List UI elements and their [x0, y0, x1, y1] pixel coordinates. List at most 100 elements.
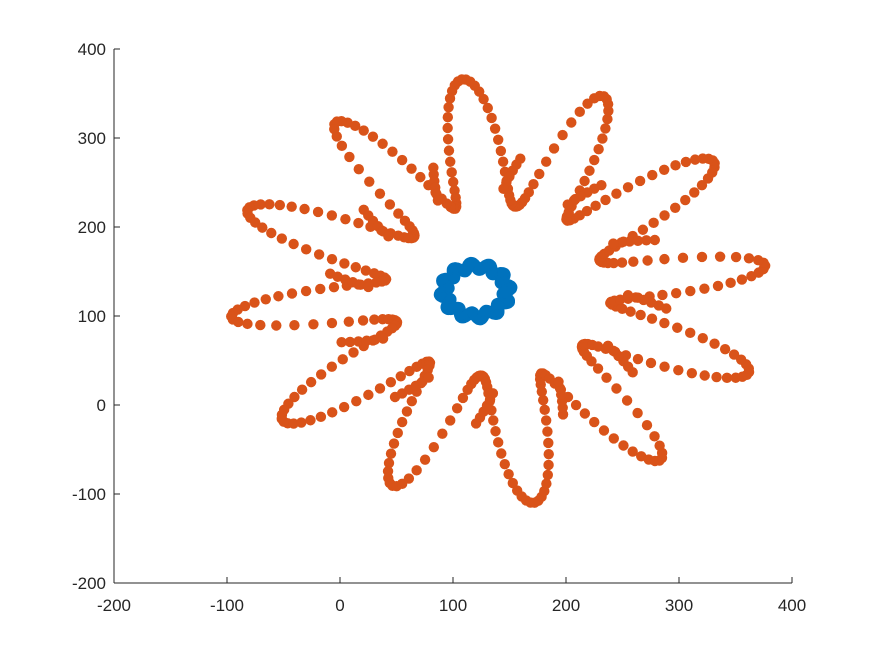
outer-series-point [699, 370, 710, 381]
outer-series-point [286, 201, 297, 212]
outer-series-point [340, 213, 351, 225]
outer-series-point [608, 433, 619, 444]
outer-series-point [553, 376, 564, 387]
outer-series-point [618, 440, 629, 451]
outer-series-point [442, 134, 454, 145]
outer-series-point [337, 354, 348, 365]
outer-series-point [385, 448, 397, 459]
x-tick-label: 300 [665, 596, 693, 615]
outer-series-point [719, 343, 731, 355]
outer-series-point [498, 183, 509, 195]
outer-series-point [495, 145, 507, 157]
outer-series-point [632, 353, 644, 365]
outer-series-point [503, 468, 514, 480]
outer-series-point [658, 164, 670, 175]
outer-series-point [489, 123, 501, 134]
outer-series-point [344, 151, 355, 163]
outer-series-point [374, 188, 386, 199]
outer-series-point [730, 251, 742, 263]
markers-layer [226, 74, 771, 508]
outer-series-point [406, 395, 418, 407]
outer-series-point [622, 290, 634, 301]
x-tick-label: 100 [439, 596, 467, 615]
outer-series-point [308, 319, 319, 330]
outer-series-point [369, 334, 381, 345]
outer-series-point [632, 235, 644, 246]
outer-series-point [622, 182, 634, 193]
outer-series-point [367, 131, 379, 142]
outer-series-point [493, 134, 504, 145]
outer-series-point [336, 140, 348, 152]
outer-series-point [614, 294, 626, 305]
outer-series-point [313, 249, 325, 260]
outer-series-point [570, 399, 582, 411]
outer-series-point [677, 252, 689, 264]
outer-series-point [689, 154, 701, 165]
outer-series-point [446, 167, 457, 178]
outer-series-point [628, 256, 639, 267]
outer-series-point [598, 425, 610, 436]
outer-series-point [374, 383, 386, 394]
inner-series-point [498, 286, 511, 299]
outer-series-point [411, 465, 422, 476]
outer-series-point [358, 125, 369, 136]
outer-series-point [659, 210, 670, 221]
outer-series-point [584, 165, 595, 176]
outer-series-point [592, 363, 604, 374]
outer-series-point [289, 320, 300, 331]
outer-series-point [593, 144, 604, 155]
x-tick-label: 0 [335, 596, 344, 615]
x-tick-label: -200 [97, 596, 131, 615]
outer-series-point [442, 122, 453, 134]
outer-series-point [331, 131, 342, 142]
outer-series-point [627, 446, 638, 457]
outer-series-point [641, 420, 653, 431]
outer-series-point [377, 333, 389, 344]
outer-series-point [542, 426, 553, 437]
outer-series-point [482, 102, 493, 114]
y-tick-label: 400 [78, 40, 106, 59]
outer-series-point [541, 478, 552, 489]
outer-series-point [401, 406, 413, 417]
outer-series-point [641, 235, 652, 246]
outer-series-point [600, 194, 611, 206]
outer-series-point [699, 283, 710, 294]
outer-series-point [286, 288, 298, 299]
outer-series-point [336, 336, 347, 348]
outer-series-point [445, 415, 456, 426]
outer-series-point [443, 145, 455, 156]
y-tick-label: -200 [72, 574, 106, 593]
outer-series-point [728, 349, 740, 360]
outer-series-point [344, 336, 356, 348]
outer-series-point [670, 287, 682, 299]
outer-series-point [709, 338, 720, 349]
outer-series-point [670, 160, 681, 171]
outer-series-point [361, 335, 372, 346]
outer-series-point [299, 203, 310, 215]
outer-series-point [312, 206, 324, 218]
outer-series-point [432, 195, 444, 206]
outer-series-point [680, 156, 692, 168]
outer-series-point [339, 258, 350, 269]
outer-series-point [602, 340, 614, 352]
outer-series-point [384, 199, 396, 210]
outer-series-point [437, 428, 448, 439]
outer-series-point [557, 129, 568, 141]
outer-series-point [600, 123, 611, 134]
outer-series-point [712, 280, 724, 292]
outer-series-point [657, 289, 668, 301]
outer-series-point [363, 281, 374, 293]
outer-series-point [403, 473, 415, 484]
outer-series-point [371, 277, 382, 288]
outer-series-point [249, 297, 260, 308]
outer-series-point [315, 411, 327, 423]
outer-series-point [648, 217, 659, 229]
outer-series-point [257, 222, 268, 233]
outer-series-point [659, 317, 670, 329]
outer-series-point [478, 93, 489, 105]
outer-series-point [490, 426, 501, 437]
outer-series-point [369, 314, 380, 325]
outer-series-point [445, 156, 456, 167]
outer-series-point [348, 347, 359, 358]
outer-series-point [542, 469, 554, 481]
